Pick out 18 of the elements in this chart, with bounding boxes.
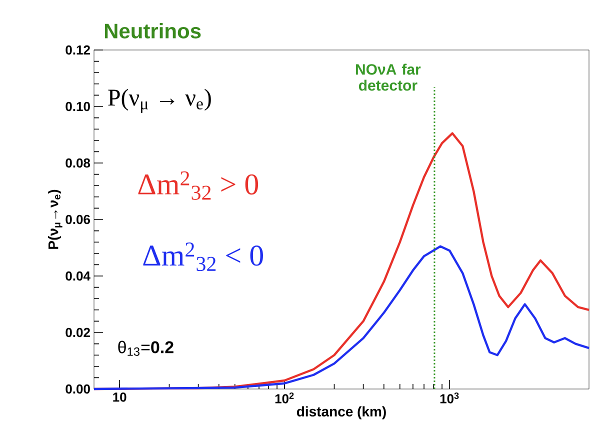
ref-line-label: NOνA far detector bbox=[356, 64, 421, 91]
y-tick-label: 0.08 bbox=[66, 158, 90, 168]
x-tick-label: 10$^{2}$ bbox=[275, 392, 294, 404]
x-axis-title: distance (km) bbox=[296, 406, 386, 420]
chart-title: Neutrinos bbox=[104, 23, 201, 38]
y-tick-label: 0.02 bbox=[66, 328, 90, 338]
y-tick-label: 0.00 bbox=[66, 384, 90, 394]
y-tick-label: 0.12 bbox=[66, 45, 90, 55]
y-tick-label: 0.04 bbox=[66, 271, 90, 281]
x-tick-label: 10 bbox=[113, 392, 126, 402]
text: Δm$^{2}$$_{32}$ > 0 bbox=[138, 171, 258, 200]
annotation: θ$_{13}$=0.2 bbox=[118, 340, 174, 356]
y-tick-label: 0.06 bbox=[66, 214, 90, 224]
y-tick-label: 0.10 bbox=[66, 102, 90, 112]
x-tick-label: 10$^{3}$ bbox=[440, 392, 459, 404]
y-axis-title: P(ν$_{μ}$→ν$_{e}$) bbox=[48, 190, 62, 249]
text: Δm$^{2}$$_{32}$ < 0 bbox=[143, 242, 263, 272]
annotation: P(ν$_{μ}$ → ν$_{e}$) bbox=[108, 88, 211, 113]
